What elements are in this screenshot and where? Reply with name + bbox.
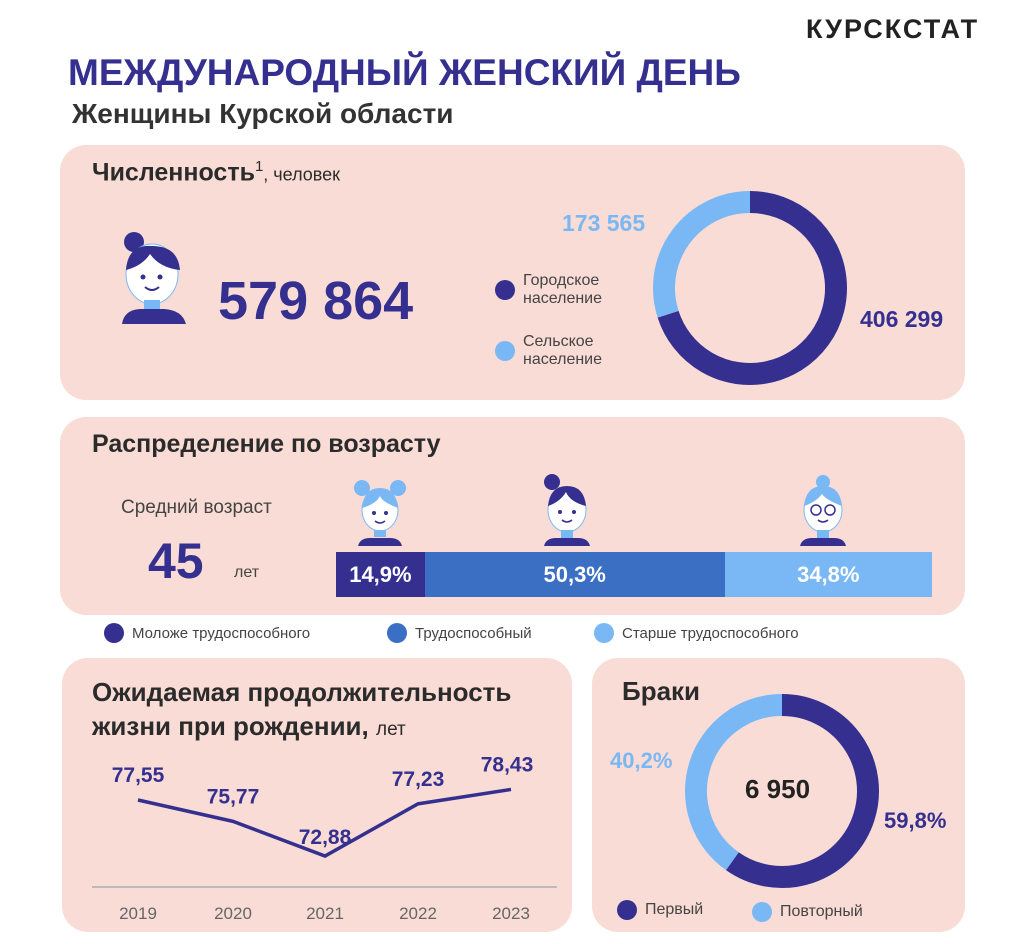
data-label: 78,43: [481, 753, 534, 776]
age-stacked-bar: 14,9% 50,3% 34,8%: [336, 552, 932, 597]
x-tick-label: 2020: [214, 904, 252, 923]
x-tick-label: 2023: [492, 904, 530, 923]
marriage-legend-repeat: Повторный: [752, 902, 863, 922]
marriage-heading: Браки: [622, 676, 701, 706]
rural-value-label: 173 565: [562, 210, 646, 236]
life-unit: лет: [376, 719, 406, 740]
legend-dot-repeat: [752, 902, 772, 922]
population-legend-urban: Городское население: [495, 272, 623, 308]
population-heading: Численность1, человек: [92, 158, 340, 187]
marriage-donut: [685, 694, 879, 888]
x-tick-label: 2022: [399, 904, 437, 923]
legend-label: Трудоспособный: [415, 624, 532, 642]
legend-dot-urban: [495, 280, 515, 300]
avg-age-value: 45: [148, 533, 204, 589]
first-share-label: 59,8%: [884, 808, 947, 833]
life-heading: Ожидаемая продолжительность жизни при ро…: [92, 675, 511, 747]
legend-label: Повторный: [780, 903, 863, 920]
legend-dot-first: [617, 900, 637, 920]
data-label: 77,55: [112, 764, 165, 787]
avg-age-unit: лет: [234, 564, 260, 581]
brand-logo: КУРСКСТАТ: [806, 14, 980, 44]
population-legend-rural: Сельское население: [495, 333, 623, 369]
donut-slice-0: [657, 191, 847, 385]
page-subtitle: Женщины Курской области: [72, 98, 454, 129]
avg-age-label: Средний возраст: [121, 497, 272, 518]
age-bar-segment: 14,9%: [336, 552, 425, 597]
repeat-share-label: 40,2%: [610, 748, 673, 773]
girl-icon: [354, 480, 406, 546]
x-tick-label: 2021: [306, 904, 344, 923]
life-heading-line2: жизни при рождении, лет: [92, 709, 511, 747]
life-expectancy-line-chart: 77,55 2019 75,77 2020 72,88 2021 77,23 2022 78,4…: [92, 753, 557, 923]
legend-label: Старше трудоспособного: [622, 624, 799, 642]
age-heading: Распределение по возрасту: [92, 430, 441, 458]
data-label: 77,23: [392, 768, 445, 791]
marriage-legend-first: Первый: [617, 900, 703, 920]
donut-slice-1: [653, 191, 751, 318]
legend-label: Первый: [645, 901, 704, 918]
legend-dot: [594, 623, 614, 643]
data-label: 72,88: [299, 826, 352, 849]
marriage-total: 6 950: [745, 774, 811, 804]
age-legend-item: Трудоспособный: [387, 623, 532, 643]
age-legend-item: Моложе трудоспособного: [104, 623, 310, 643]
age-bar-segment: 50,3%: [424, 552, 725, 597]
legend-label: Городское население: [523, 272, 603, 307]
life-heading-line1: Ожидаемая продолжительность: [92, 677, 512, 707]
age-legend: Моложе трудоспособного Трудоспособный Стар…: [104, 623, 964, 645]
footnote-mark: 1: [254, 158, 264, 175]
population-heading-text: Численность: [92, 158, 255, 187]
legend-dot-rural: [495, 341, 515, 361]
legend-dot: [387, 623, 407, 643]
woman-icon: [544, 474, 590, 546]
population-unit: , человек: [263, 164, 341, 185]
life-heading-text: жизни при рождении,: [92, 711, 369, 741]
urban-value-label: 406 299: [860, 306, 944, 332]
age-bar-segment: 34,8%: [724, 552, 932, 597]
population-total: 579 864: [218, 271, 414, 331]
population-donut: [653, 191, 847, 385]
woman-icon: [122, 232, 186, 324]
x-tick-label: 2019: [119, 904, 157, 923]
life-expectancy-series-line: [137, 787, 512, 858]
legend-dot: [104, 623, 124, 643]
elderly-woman-icon: [800, 475, 846, 546]
data-label: 75,77: [207, 785, 260, 808]
donut-slice-0: [725, 694, 879, 888]
age-legend-item: Старше трудоспособного: [594, 623, 799, 643]
page-title: МЕЖДУНАРОДНЫЙ ЖЕНСКИЙ ДЕНЬ: [68, 52, 741, 93]
donut-slice-1: [685, 694, 783, 871]
legend-label: Моложе трудоспособного: [132, 624, 311, 642]
legend-label: Сельское население: [523, 333, 603, 368]
